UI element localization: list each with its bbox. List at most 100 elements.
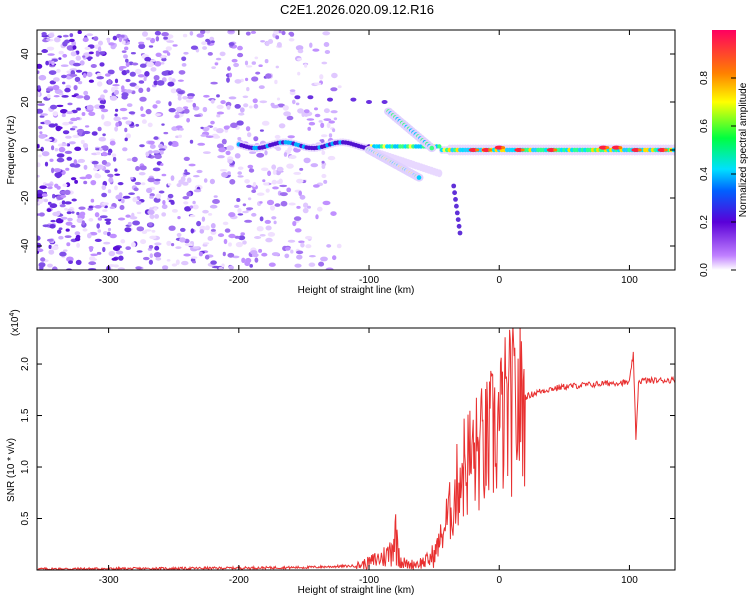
noise-speck	[136, 226, 145, 232]
noise-speck	[121, 50, 127, 53]
noise-speck	[50, 104, 57, 110]
noise-speck	[161, 123, 165, 126]
noise-speck	[66, 156, 73, 161]
noise-speck	[259, 201, 263, 204]
noise-speck	[140, 113, 146, 117]
noise-speck	[275, 35, 280, 40]
noise-speck	[319, 74, 324, 80]
noise-speck	[171, 209, 178, 213]
noise-speck	[204, 254, 210, 260]
noise-speck	[207, 236, 214, 241]
band-peak	[514, 148, 524, 152]
noise-speck	[182, 96, 189, 100]
noise-speck	[201, 216, 206, 222]
noise-speck	[221, 171, 229, 178]
noise-speck	[317, 206, 323, 212]
noise-speck	[51, 60, 55, 66]
noise-speck	[74, 76, 81, 83]
noise-speck	[115, 122, 120, 128]
noise-speck	[41, 32, 47, 36]
noise-speck	[39, 131, 43, 135]
noise-speck	[76, 211, 80, 216]
noise-speck	[277, 103, 286, 108]
noise-speck	[184, 243, 193, 247]
noise-speck	[69, 38, 75, 43]
noise-speck	[139, 165, 147, 171]
noise-speck	[274, 134, 281, 139]
noise-speck	[171, 243, 175, 247]
noise-speck	[138, 80, 145, 84]
tail-speck	[456, 223, 462, 229]
noise-speck	[64, 189, 71, 195]
noise-speck	[271, 105, 280, 109]
noise-speck	[264, 219, 271, 224]
noise-speck	[175, 111, 180, 115]
noise-speck	[322, 200, 331, 206]
noise-speck	[68, 121, 74, 125]
noise-speck	[244, 219, 253, 223]
noise-speck	[38, 133, 46, 139]
noise-speck	[227, 252, 235, 258]
noise-speck	[131, 156, 138, 163]
noise-speck	[167, 183, 172, 186]
noise-speck	[132, 196, 138, 203]
noise-speck	[75, 234, 81, 239]
spectrogram-x-ticks: -300 -200 -100 0 100	[99, 30, 638, 286]
noise-speck	[313, 184, 320, 188]
noise-speck	[135, 166, 140, 171]
noise-speck	[253, 136, 259, 142]
noise-speck	[234, 104, 241, 109]
noise-speck	[309, 42, 313, 48]
noise-speck	[210, 40, 215, 43]
noise-speck	[122, 195, 131, 199]
noise-speck	[161, 204, 168, 210]
noise-speck	[167, 81, 175, 87]
noise-speck	[138, 87, 144, 94]
noise-speck	[55, 218, 64, 224]
noise-speck	[60, 216, 68, 220]
noise-speck	[54, 148, 59, 152]
band-peak	[657, 148, 667, 152]
x-tick-label: 100	[621, 275, 638, 286]
noise-speck	[271, 179, 277, 185]
noise-speck	[101, 192, 107, 198]
noise-speck	[251, 189, 257, 193]
noise-speck	[99, 147, 103, 152]
noise-speck	[234, 79, 242, 84]
noise-speck	[307, 126, 312, 131]
noise-speck	[295, 45, 304, 51]
noise-speck	[80, 139, 85, 145]
x-tick-label: -300	[99, 575, 119, 586]
noise-speck	[69, 141, 76, 145]
band-peak	[605, 146, 610, 150]
echo-speck	[327, 97, 333, 102]
noise-speck	[250, 30, 257, 34]
noise-speck	[37, 162, 41, 168]
noise-speck	[177, 90, 184, 95]
noise-speck	[330, 211, 337, 217]
noise-speck	[245, 31, 251, 36]
noise-speck	[57, 229, 62, 234]
noise-speck	[114, 168, 118, 172]
noise-speck	[162, 50, 169, 54]
noise-speck	[115, 250, 124, 255]
noise-speck	[296, 205, 301, 209]
noise-speck	[220, 100, 226, 105]
noise-speck	[314, 107, 318, 111]
noise-speck	[136, 250, 143, 253]
noise-speck	[286, 163, 294, 169]
noise-speck	[251, 61, 256, 65]
noise-speck	[158, 148, 166, 151]
noise-speck	[228, 212, 236, 218]
band-halo	[436, 169, 443, 178]
noise-speck	[256, 152, 265, 158]
noise-speck	[175, 106, 184, 113]
noise-speck	[227, 66, 231, 71]
noise-speck	[303, 202, 309, 208]
noise-speck	[99, 215, 108, 219]
noise-speck	[187, 95, 194, 100]
noise-speck	[325, 267, 334, 270]
noise-speck	[180, 176, 186, 182]
noise-speck	[271, 252, 280, 257]
colorbar-tick-label: 0.6	[699, 119, 710, 133]
